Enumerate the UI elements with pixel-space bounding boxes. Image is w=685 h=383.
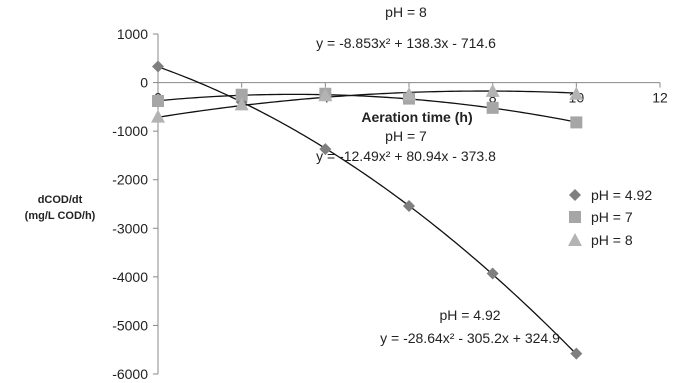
- legend-marker: [569, 189, 581, 201]
- data-point: [486, 101, 499, 114]
- legend-label: pH = 4.92: [591, 187, 652, 203]
- y-tick-label: 1000: [117, 26, 148, 42]
- data-point: [319, 143, 332, 156]
- legend-label: pH = 7: [591, 209, 633, 225]
- fit-lines: [157, 66, 577, 355]
- data-point: [570, 347, 583, 360]
- annotation-equation: y = -28.64x² - 305.2x + 324.9: [380, 330, 560, 346]
- fit-line-2: [157, 90, 577, 118]
- x-tick-label: 12: [652, 90, 668, 106]
- data-point: [485, 83, 500, 97]
- y-tick-label: -2000: [112, 172, 148, 188]
- data-point: [403, 199, 415, 212]
- data-point: [234, 97, 249, 111]
- data-point: [318, 88, 333, 102]
- y-axis-label: (mg/L COD/h): [25, 210, 96, 222]
- y-tick-label: -5000: [112, 317, 148, 333]
- y-tick-label: -6000: [112, 366, 148, 382]
- legend-marker: [569, 211, 581, 223]
- data-point: [486, 267, 499, 280]
- y-axis-label: dCOD/dt: [38, 194, 83, 206]
- y-tick-label: -3000: [112, 220, 148, 236]
- annotation-series-name: pH = 8: [385, 4, 427, 20]
- annotations: pH = 4.92 y = -28.64x² - 305.2x + 324.9 pH…: [316, 4, 560, 346]
- legend-marker: [568, 233, 582, 246]
- y-tick-label: -1000: [112, 123, 148, 139]
- data-point: [152, 95, 164, 108]
- legend-label: pH = 8: [591, 232, 633, 248]
- data-point: [235, 88, 248, 101]
- data-points: [151, 60, 584, 360]
- annotation-equation: y = -8.853x² + 138.3x - 714.6: [316, 35, 496, 51]
- data-point: [570, 116, 583, 129]
- annotation-series-name: pH = 4.92: [439, 307, 500, 323]
- x-axis-label: Aeration time (h): [361, 109, 472, 125]
- data-point: [402, 87, 416, 101]
- fit-line-1: [157, 93, 577, 123]
- axes: 10000-1000-2000-3000-4000-5000-600002468…: [25, 26, 668, 382]
- data-point: [152, 60, 164, 73]
- data-point: [151, 109, 165, 123]
- annotation-equation: y = -12.49x² + 80.94x - 373.8: [316, 148, 496, 164]
- legend: pH = 4.92 pH = 7 pH = 8: [568, 187, 652, 248]
- x-tick-label: 8: [489, 90, 497, 106]
- y-tick-label: -4000: [112, 269, 148, 285]
- data-point: [569, 86, 584, 100]
- annotation-series-name: pH = 7: [385, 128, 427, 144]
- y-tick-label: 0: [140, 75, 148, 91]
